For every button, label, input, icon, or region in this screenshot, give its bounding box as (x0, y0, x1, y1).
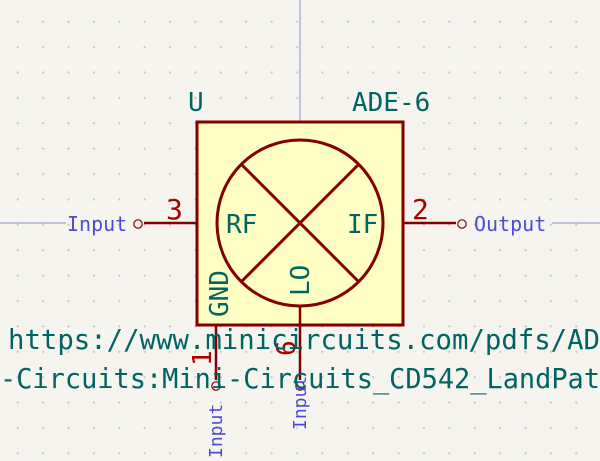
pin-gnd-number: 1 (188, 350, 218, 366)
pin-lo-number: 6 (272, 340, 302, 356)
datasheet-field[interactable]: https://www.minicircuits.com/pdfs/AD (8, 323, 600, 356)
pin-rf-number: 3 (166, 193, 183, 226)
footprint-field[interactable]: -Circuits:Mini-Circuits_CD542_LandPat (0, 362, 600, 396)
pin-gnd-name: GND (205, 270, 235, 317)
mixer-cross-b (239, 162, 361, 284)
net-label-rf[interactable]: Input (67, 212, 127, 236)
pin-rf-name: RF (226, 210, 257, 240)
pin-lo-name: LO (286, 265, 316, 296)
pin-lo-end[interactable] (295, 381, 305, 391)
pin-if-number: 2 (412, 193, 429, 226)
reference-designator[interactable]: U (188, 88, 204, 118)
pin-gnd-end[interactable] (211, 381, 221, 391)
pin-if-name: IF (347, 210, 378, 240)
pin-if-end[interactable] (457, 219, 467, 229)
component-value[interactable]: ADE-6 (352, 88, 430, 118)
net-label-if[interactable]: Output (474, 212, 546, 236)
pin-rf-end[interactable] (133, 219, 143, 229)
net-label-gnd[interactable]: Input (206, 404, 227, 458)
net-label-lo[interactable]: Input (290, 376, 311, 430)
